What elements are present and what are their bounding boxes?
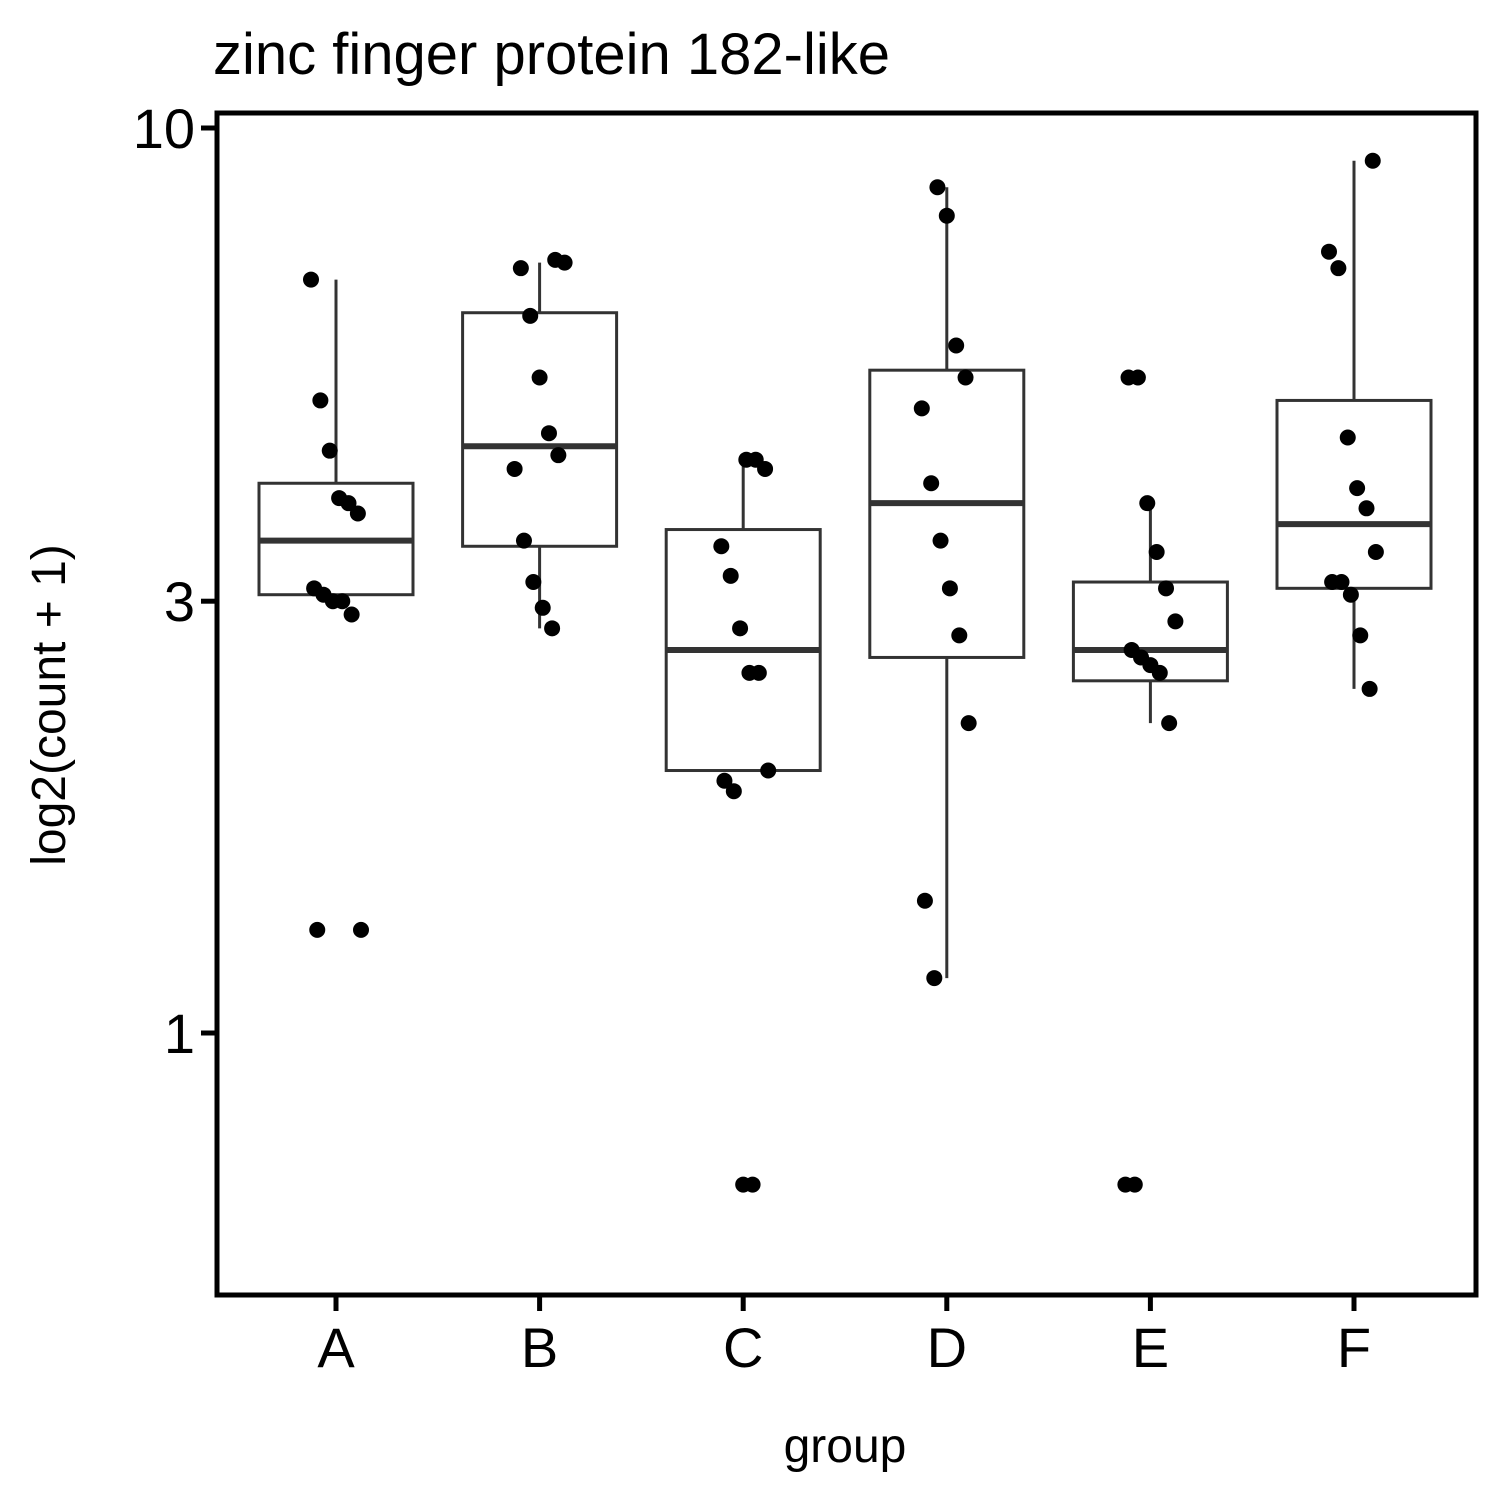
data-point-e <box>1139 495 1156 512</box>
data-point-d <box>926 970 943 987</box>
data-point-b <box>556 254 573 271</box>
plot-frame <box>214 110 1479 1298</box>
data-point-d <box>929 179 946 196</box>
data-point-a <box>349 505 366 522</box>
data-point-b <box>522 307 539 324</box>
data-point-d <box>938 207 955 224</box>
data-point-b <box>512 260 529 277</box>
data-point-d <box>913 400 930 417</box>
data-point-c <box>732 620 749 637</box>
data-point-f <box>1339 429 1356 446</box>
chart-title: zinc finger protein 182-like <box>213 22 890 87</box>
data-point-f <box>1361 680 1378 697</box>
data-point-f <box>1349 480 1366 497</box>
data-point-b <box>506 460 523 477</box>
data-point-a <box>309 921 326 938</box>
data-point-e <box>1167 613 1184 630</box>
x-tick-label-a: A <box>317 1316 355 1379</box>
data-point-a <box>334 593 351 610</box>
data-point-d <box>957 369 974 386</box>
data-point-c <box>757 460 774 477</box>
data-point-c <box>750 664 767 681</box>
data-point-d <box>916 892 933 909</box>
y-axis-label: log2(count + 1) <box>23 544 76 866</box>
data-point-c <box>716 772 733 789</box>
data-point-e <box>1129 369 1146 386</box>
data-point-d <box>932 532 949 549</box>
data-point-a <box>353 921 369 938</box>
data-point-d <box>941 580 958 597</box>
data-point-a <box>312 392 329 409</box>
data-point-d <box>923 475 940 492</box>
plot-area: 1 3 10 A B C D E F <box>133 97 1479 1379</box>
x-tick-label-d: D <box>927 1316 967 1379</box>
data-point-a <box>343 606 360 623</box>
data-point-e <box>1151 664 1168 681</box>
data-point-b <box>534 599 551 616</box>
data-point-e <box>1161 715 1178 732</box>
x-tick-label-b: B <box>521 1316 558 1379</box>
data-point-c <box>744 1176 761 1193</box>
data-point-f <box>1333 574 1350 591</box>
data-point-c <box>722 567 739 584</box>
data-point-c <box>713 538 730 555</box>
data-point-f <box>1352 627 1369 644</box>
data-point-c <box>725 783 742 800</box>
data-point-f <box>1358 500 1375 517</box>
x-tick-label-c: C <box>723 1316 763 1379</box>
data-point-d <box>951 627 968 644</box>
data-point-b <box>515 532 532 549</box>
data-point-b <box>540 425 557 442</box>
y-tick-label-1: 1 <box>164 1002 195 1065</box>
data-point-a <box>303 271 319 288</box>
box-e <box>1071 580 1229 683</box>
data-point-d <box>960 715 977 732</box>
data-point-c <box>760 762 777 779</box>
data-point-a <box>321 442 338 459</box>
data-point-f <box>1367 544 1384 561</box>
data-point-f <box>1321 243 1337 260</box>
data-point-e <box>1148 544 1165 561</box>
data-point-b <box>550 447 567 464</box>
data-point-a <box>340 495 357 512</box>
data-point-d <box>948 337 965 354</box>
data-point-f <box>1364 152 1381 169</box>
box-d <box>868 368 1026 659</box>
x-tick-label-f: F <box>1337 1316 1371 1379</box>
data-point-b <box>531 369 548 386</box>
data-point-e <box>1158 580 1175 597</box>
data-point-f <box>1330 260 1347 277</box>
data-point-b <box>544 620 561 637</box>
data-point-e <box>1126 1176 1143 1193</box>
y-tick-label-3: 3 <box>164 570 195 633</box>
data-point-b <box>525 574 542 591</box>
y-tick-label-10: 10 <box>133 97 195 160</box>
data-point-f <box>1342 586 1359 603</box>
x-tick-label-e: E <box>1132 1316 1169 1379</box>
box-b <box>461 311 619 548</box>
x-axis-label: group <box>784 1420 907 1473</box>
